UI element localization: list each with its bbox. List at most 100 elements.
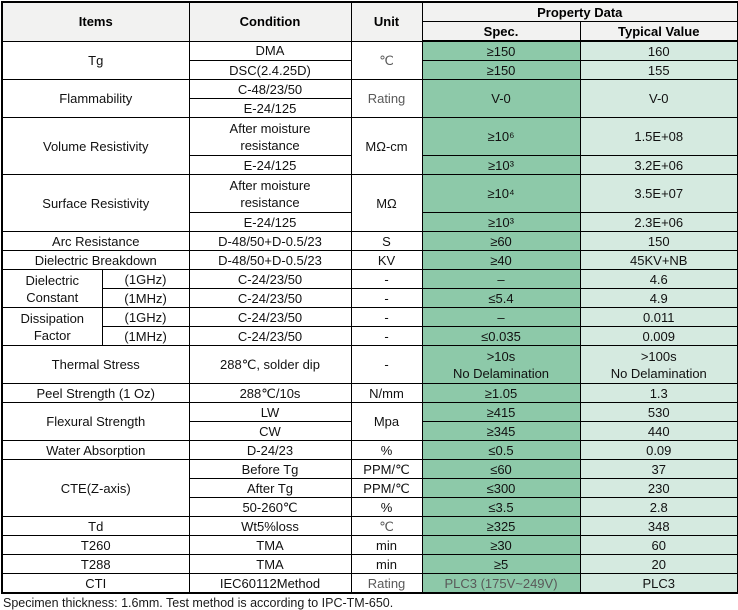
spec-cell: ≥1.05 <box>421 383 581 403</box>
item-cell: Surface Resistivity <box>1 174 190 232</box>
condition-cell: C-24/23/50 <box>188 269 352 289</box>
unit-cell: MΩ-cm <box>350 117 423 175</box>
unit-cell: min <box>350 535 423 555</box>
spec-cell: ≤5.4 <box>421 288 581 308</box>
condition-cell: Wt5%loss <box>188 516 352 536</box>
spec-cell: ≥415 <box>421 402 581 422</box>
item-sub-cell: (1MHz) <box>101 326 190 346</box>
condition-cell: D-24/23 <box>188 440 352 460</box>
typical-cell: 530 <box>579 402 738 422</box>
typical-cell: 155 <box>579 60 738 80</box>
column-header-typical-value: Typical Value <box>579 21 738 42</box>
condition-cell: C-24/23/50 <box>188 307 352 327</box>
unit-cell: - <box>350 326 423 346</box>
unit-cell: % <box>350 440 423 460</box>
table-row: Dielectric Constant (1GHz) C-24/23/50- –4.6 <box>1 269 738 308</box>
table-row: DSC(2.4.25D) ≥150 155 <box>2 60 738 80</box>
unit-cell: % <box>350 497 423 517</box>
condition-cell: C-24/23/50 <box>188 326 352 346</box>
table-row: 50-260℃% ≤3.5 2.8 <box>2 497 738 517</box>
spec-cell: ≥10³ <box>421 212 581 232</box>
item-cell: Flammability <box>1 79 190 118</box>
item-cell: CTE(Z-axis) <box>1 459 190 517</box>
item-cell: Water Absorption <box>1 440 190 460</box>
unit-cell: Rating <box>350 573 423 594</box>
unit-cell: ℃ <box>350 40 423 80</box>
condition-cell: Before Tg <box>188 459 352 479</box>
condition-cell: TMA <box>188 554 352 574</box>
spec-cell: ≥10⁴ <box>421 174 581 213</box>
spec-cell: ≤0.5 <box>421 440 581 460</box>
condition-cell: D-48/50+D-0.5/23 <box>188 250 352 270</box>
table-row: CW ≥345 440 <box>2 421 738 441</box>
spec-cell: ≤3.5 <box>421 497 581 517</box>
condition-cell: C-48/23/50 <box>188 79 352 99</box>
spec-cell: ≥30 <box>421 535 581 555</box>
table-body: Tg DMA ℃ ≥150 160 DSC(2.4.25D) ≥150 155 Flammabi… <box>1 40 738 594</box>
spec-cell: ≥150 <box>421 40 581 61</box>
table-row: (1MHz) C-24/23/50- ≤0.035 0.009 <box>2 326 738 346</box>
condition-cell: 50-260℃ <box>188 497 352 517</box>
unit-cell: Mpa <box>350 402 423 441</box>
item-cell: Dielectric Constant <box>1 269 103 308</box>
spec-cell: ≥345 <box>421 421 581 441</box>
spec-cell: ≥10⁶ <box>421 117 581 156</box>
unit-cell: min <box>350 554 423 574</box>
spec-cell: ≥40 <box>421 250 581 270</box>
table-row: After Tg PPM/℃ ≤300 230 <box>2 478 738 498</box>
unit-cell: ℃ <box>350 516 423 536</box>
table-row: T260 TMA min ≥30 60 <box>1 535 738 555</box>
condition-cell: LW <box>188 402 352 422</box>
condition-cell: E-24/125 <box>188 98 352 118</box>
table-header: Items Condition Unit Property Data Spec.… <box>1 1 738 42</box>
typical-cell: 2.8 <box>579 497 738 517</box>
unit-cell: MΩ <box>350 174 423 232</box>
table-row: Peel Strength (1 Oz) 288℃/10s N/mm ≥1.05 1.3 <box>1 383 738 403</box>
unit-cell: PPM/℃ <box>350 478 423 498</box>
table-row: Arc Resistance D-48/50+D-0.5/23 S ≥60 150 <box>1 231 738 251</box>
table-row: Water Absorption D-24/23% ≤0.5 0.09 <box>1 440 738 460</box>
item-cell: Dissipation Factor <box>1 307 103 346</box>
column-header-unit: Unit <box>350 1 423 42</box>
unit-cell: - <box>350 269 423 289</box>
unit-cell: - <box>350 307 423 327</box>
typical-cell: 0.011 <box>579 307 738 327</box>
condition-cell: After Tg <box>188 478 352 498</box>
unit-cell: N/mm <box>350 383 423 403</box>
condition-cell: 288℃, solder dip <box>188 345 352 384</box>
item-cell: Arc Resistance <box>1 231 190 251</box>
condition-cell: C-24/23/50 <box>188 288 352 308</box>
typical-cell: 37 <box>579 459 738 479</box>
table-row: Td Wt5%loss ℃ ≥325 348 <box>1 516 738 536</box>
item-sub-cell: (1MHz) <box>101 288 190 308</box>
item-cell: T288 <box>1 554 190 574</box>
table-row: Tg DMA ℃ ≥150 160 <box>1 40 738 80</box>
typical-cell: 0.09 <box>579 440 738 460</box>
table-row: E-24/125 ≥10³ 3.2E+06 <box>2 155 738 175</box>
item-cell: Thermal Stress <box>1 345 190 384</box>
typical-cell: 3.2E+06 <box>579 155 738 175</box>
typical-cell: >100s No Delamination <box>579 345 738 384</box>
typical-cell: 3.5E+07 <box>579 174 738 213</box>
typical-cell: 4.6 <box>579 269 738 289</box>
unit-cell: - <box>350 345 423 384</box>
typical-cell: V-0 <box>579 79 738 118</box>
item-cell: Td <box>1 516 190 536</box>
typical-cell: 60 <box>579 535 738 555</box>
item-cell: Flexural Strength <box>1 402 190 441</box>
item-cell: CTI <box>1 573 190 594</box>
table-row: Surface Resistivity After moisture resist… <box>1 174 738 232</box>
typical-cell: 160 <box>579 40 738 61</box>
unit-cell: S <box>350 231 423 251</box>
spec-cell: ≥150 <box>421 60 581 80</box>
condition-cell: DSC(2.4.25D) <box>188 60 352 80</box>
spec-cell: – <box>421 307 581 327</box>
spec-cell: >10s No Delamination <box>421 345 581 384</box>
header-row-top: Items Condition Unit Property Data <box>1 1 738 42</box>
condition-cell: DMA <box>188 40 352 61</box>
spec-cell: – <box>421 269 581 289</box>
typical-cell: 2.3E+06 <box>579 212 738 232</box>
spec-cell: ≤0.035 <box>421 326 581 346</box>
typical-cell: 1.5E+08 <box>579 117 738 156</box>
